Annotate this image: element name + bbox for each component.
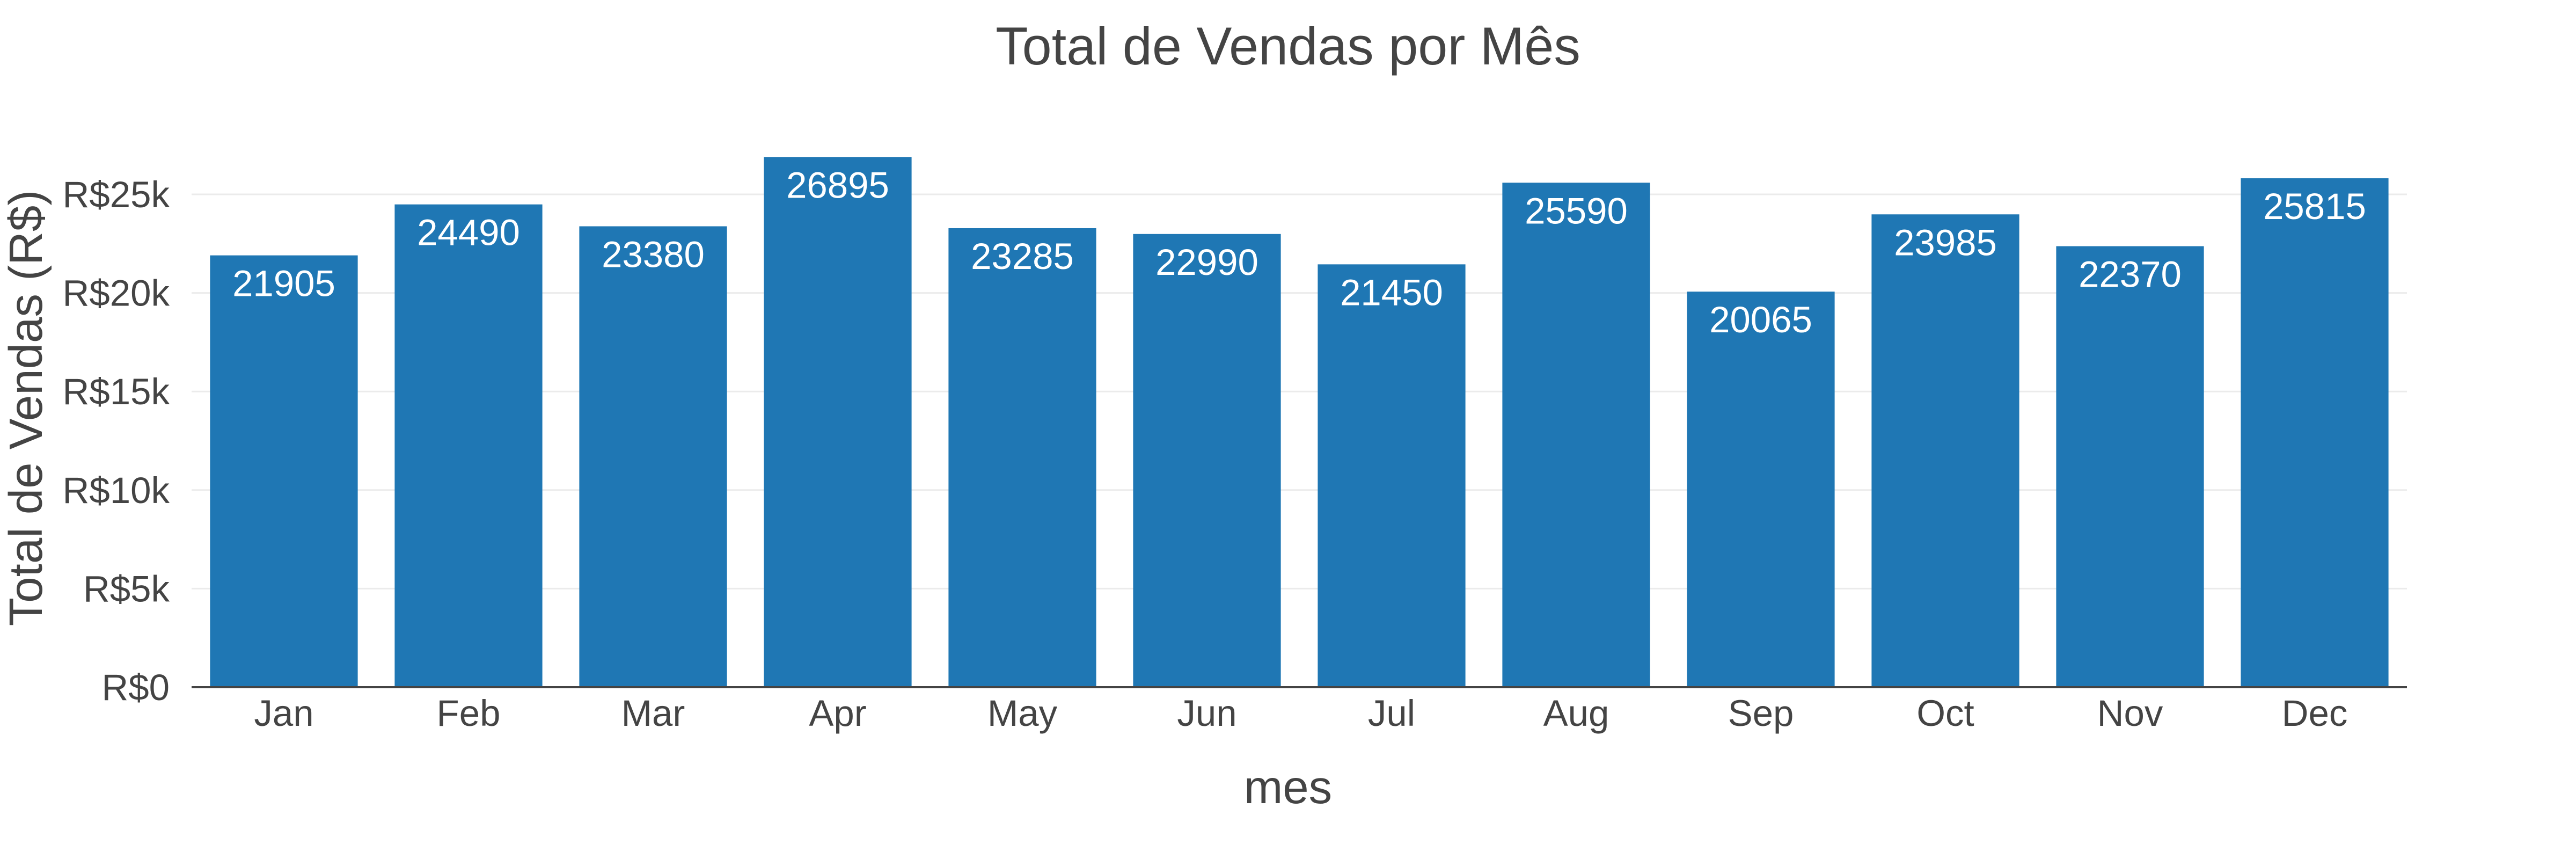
bar [764, 157, 912, 687]
y-tick-labels: R$0 R$5k R$10k R$15k R$20k R$25k [63, 174, 170, 708]
x-tick-label: Sep [1728, 693, 1794, 734]
x-tick-label: Jun [1177, 693, 1236, 734]
bar-value-label: 24490 [417, 212, 520, 253]
x-tick-label: Feb [437, 693, 501, 734]
y-tick-label: R$25k [63, 174, 170, 215]
y-tick-label: R$5k [83, 568, 170, 609]
y-tick-label: R$0 [101, 667, 170, 708]
bar [579, 226, 727, 687]
x-tick-label: Aug [1543, 693, 1609, 734]
bar-value-label: 23380 [602, 234, 705, 275]
y-tick-label: R$20k [63, 273, 170, 314]
bar-value-label: 21905 [232, 263, 335, 304]
gridlines [192, 193, 2407, 589]
bar-value-label: 22370 [2079, 254, 2182, 295]
bar-value-labels: 21905 24490 23380 26895 23285 22990 21450 25590… [232, 164, 2366, 340]
bar-value-label: 25590 [1525, 190, 1628, 231]
bar [394, 204, 543, 688]
x-tick-label: Jan [254, 693, 313, 734]
x-tick-label: Dec [2282, 693, 2348, 734]
bar [210, 255, 358, 687]
bar-value-label: 26895 [786, 164, 889, 206]
bars [210, 157, 2389, 688]
bar-value-label: 23985 [1894, 222, 1997, 263]
bar-value-label: 20065 [1709, 299, 1812, 340]
bar-value-label: 23285 [971, 236, 1074, 277]
chart-title: Total de Vendas por Mês [996, 16, 1580, 76]
bar [1318, 264, 1466, 688]
y-tick-label: R$15k [63, 371, 170, 412]
bar [2241, 178, 2389, 687]
bar [2056, 246, 2204, 687]
bar [1133, 234, 1281, 687]
bar-value-label: 21450 [1340, 272, 1443, 313]
x-tick-label: Oct [1916, 693, 1974, 734]
x-tick-label: Mar [621, 693, 685, 734]
x-tick-labels: Jan Feb Mar Apr May Jun Jul Aug Sep Oct Nov Dec [254, 693, 2347, 734]
bar-value-label: 25815 [2263, 186, 2366, 227]
x-axis-title: mes [1244, 761, 1332, 813]
x-tick-label: Nov [2097, 693, 2163, 734]
y-tick-label: R$10k [63, 470, 170, 511]
x-tick-label: Apr [809, 693, 866, 734]
x-tick-label: May [987, 693, 1058, 734]
bar [948, 228, 1096, 687]
bar-value-label: 22990 [1155, 242, 1258, 283]
bar [1502, 183, 1650, 687]
bar [1687, 292, 1835, 687]
x-tick-label: Jul [1368, 693, 1415, 734]
bar [1871, 214, 2019, 687]
y-axis-title: Total de Vendas (R$) [0, 190, 52, 626]
